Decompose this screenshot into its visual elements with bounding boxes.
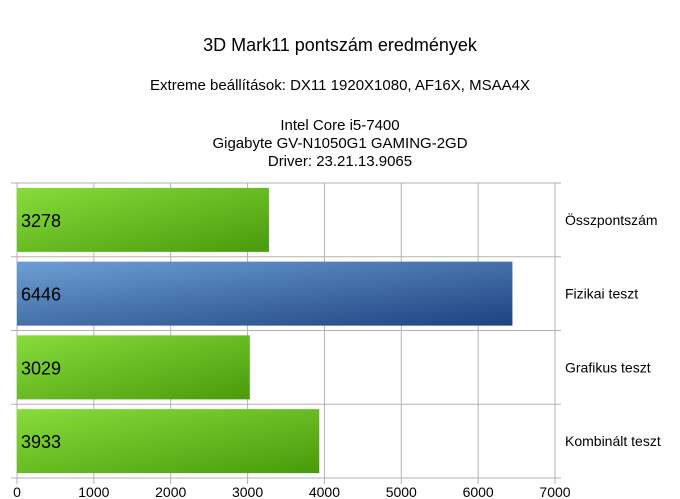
- chart-subtitle: Extreme beállítások: DX11 1920X1080, AF1…: [150, 77, 530, 94]
- category-label: Kombinált teszt: [565, 433, 661, 449]
- bar: [17, 261, 513, 326]
- x-tick-label: 7000: [539, 484, 570, 499]
- category-label: Fizikai teszt: [565, 286, 638, 302]
- bar: [17, 335, 250, 400]
- bars: [17, 187, 513, 474]
- x-tick-label: 0: [13, 484, 21, 499]
- bar: [17, 187, 269, 252]
- x-tick-label: 2000: [155, 484, 186, 499]
- x-tick-label: 6000: [463, 484, 494, 499]
- x-tick-label: 5000: [386, 484, 417, 499]
- chart-info: Intel Core i5-7400 Gigabyte GV-N1050G1 G…: [0, 117, 680, 171]
- x-tick-label: 4000: [309, 484, 340, 499]
- x-tick-label: 1000: [78, 484, 109, 499]
- info-cpu: Intel Core i5-7400: [280, 117, 400, 134]
- data-label: 3278: [21, 211, 61, 231]
- data-label: 6446: [21, 285, 61, 305]
- x-tick-label: 3000: [232, 484, 263, 499]
- data-label: 3933: [21, 432, 61, 452]
- category-label: Grafikus teszt: [565, 359, 651, 375]
- info-driver: Driver: 23.21.13.9065: [267, 153, 413, 170]
- info-gpu: Gigabyte GV-N1050G1 GAMING-2GD: [212, 135, 468, 152]
- chart-title: 3D Mark11 pontszám eredmények: [203, 35, 477, 55]
- bar: [17, 409, 320, 474]
- category-label: Összpontszám: [565, 211, 658, 228]
- data-label: 3029: [21, 358, 61, 378]
- labels: 0 1000 2000 3000 4000 5000 6000 7000 3278 Összpon…: [13, 211, 661, 499]
